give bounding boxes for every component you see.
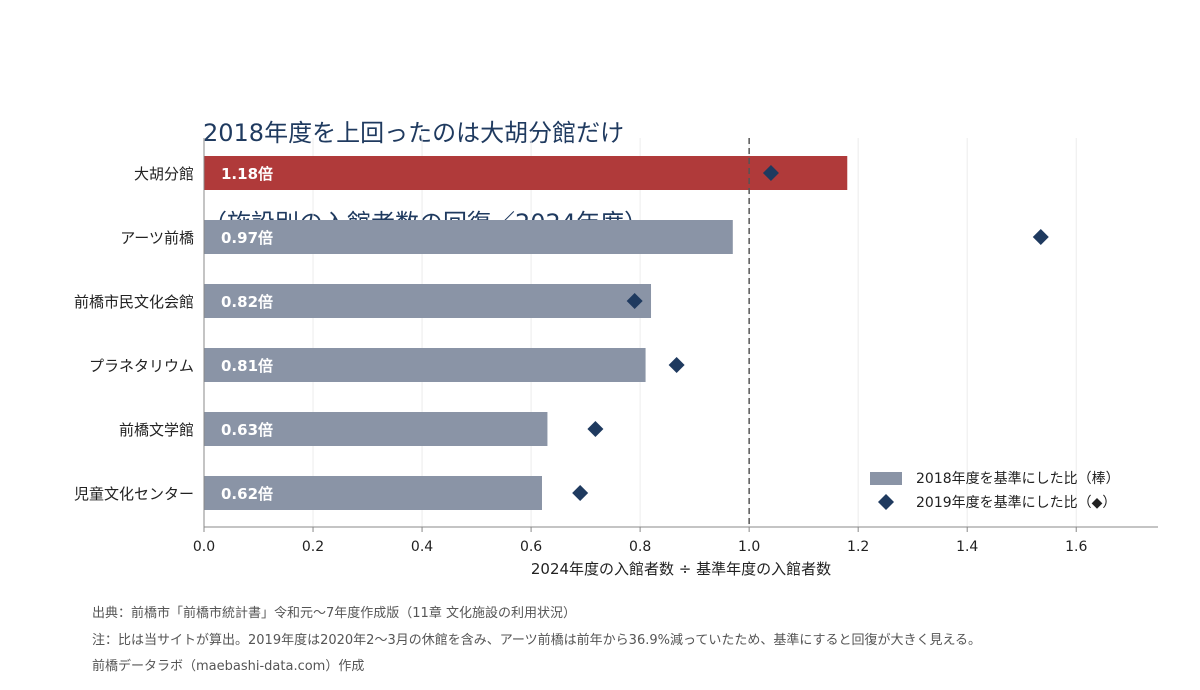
bar-5 xyxy=(204,476,542,510)
bar-value-label: 0.63倍 xyxy=(221,421,273,439)
x-tick-label: 0.2 xyxy=(302,539,324,555)
bar-value-label: 0.62倍 xyxy=(221,485,273,503)
marker-0 xyxy=(762,165,779,181)
legend-item-bar: 2018年度を基準にした比（棒） xyxy=(870,466,1120,490)
marker-1 xyxy=(1032,229,1049,245)
x-tick-label: 0.8 xyxy=(629,539,651,555)
category-label: 前橋文学館 xyxy=(119,421,194,439)
legend-marker-label: 2019年度を基準にした比（◆） xyxy=(916,495,1117,511)
bar-value-label: 1.18倍 xyxy=(221,165,273,183)
category-label: 大胡分館 xyxy=(134,165,194,183)
bar-0 xyxy=(204,156,848,190)
x-tick-label: 0.6 xyxy=(520,539,542,555)
chart-title-line1: 2018年度を上回ったのは大胡分館だけ xyxy=(203,119,625,147)
bar-1 xyxy=(204,220,733,254)
chart-legend: 2018年度を基準にした比（棒） 2019年度を基準にした比（◆） xyxy=(870,466,1120,514)
legend-item-marker: 2019年度を基準にした比（◆） xyxy=(870,490,1120,514)
footer-credit: 前橋データラボ（maebashi-data.com）作成 xyxy=(92,659,365,674)
marker-5 xyxy=(572,485,589,501)
x-tick-label: 1.2 xyxy=(847,539,869,555)
marker-2 xyxy=(626,293,643,309)
legend-diamond-icon xyxy=(870,494,902,510)
legend-bar-label: 2018年度を基準にした比（棒） xyxy=(916,471,1120,487)
bar-4 xyxy=(204,412,548,446)
footer-source: 出典：前橋市「前橋市統計書」令和元〜7年度作成版（11章 文化施設の利用状況） xyxy=(92,606,576,621)
category-label: 児童文化センター xyxy=(74,485,194,503)
bar-value-label: 0.97倍 xyxy=(221,229,273,247)
footer-note: 注：比は当サイトが算出。2019年度は2020年2〜3月の休館を含み、アーツ前橋… xyxy=(92,633,982,648)
x-tick-label: 1.6 xyxy=(1065,539,1087,555)
marker-4 xyxy=(587,421,604,437)
bar-value-label: 0.81倍 xyxy=(221,357,273,375)
category-label: プラネタリウム xyxy=(89,357,194,375)
bar-3 xyxy=(204,348,646,382)
bar-value-label: 0.82倍 xyxy=(221,293,273,311)
marker-3 xyxy=(668,357,685,373)
legend-bar-swatch xyxy=(870,471,902,485)
category-label: アーツ前橋 xyxy=(120,229,194,247)
x-tick-label: 1.4 xyxy=(956,539,978,555)
x-tick-label: 0.4 xyxy=(411,539,433,555)
x-tick-label: 0.0 xyxy=(193,539,215,555)
x-tick-label: 1.0 xyxy=(738,539,760,555)
bar-2 xyxy=(204,284,652,318)
category-label: 前橋市民文化会館 xyxy=(74,293,194,311)
x-axis-label: 2024年度の入館者数 ÷ 基準年度の入館者数 xyxy=(531,560,831,578)
